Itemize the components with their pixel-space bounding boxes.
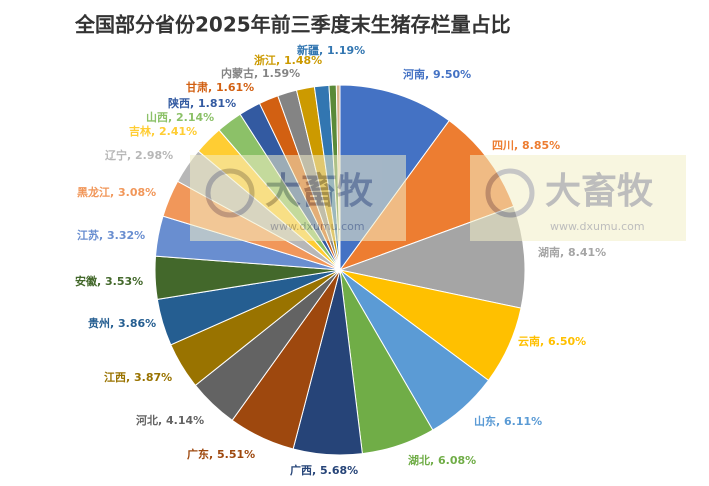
data-label: 四川, 8.85% [492, 139, 560, 152]
label-separator: , [312, 464, 320, 477]
label-category: 四川 [492, 139, 514, 152]
data-label: 湖北, 6.08% [408, 453, 476, 467]
data-label: 江西, 3.87% [104, 370, 172, 384]
label-separator: , [425, 68, 433, 81]
watermark-url: www.dxumu.com [550, 220, 645, 233]
value-label: 2.14% [176, 111, 214, 124]
value-label: 3.53% [105, 275, 143, 288]
label-separator: , [540, 335, 548, 348]
value-label: 6.08% [438, 454, 476, 467]
value-label: 5.68% [320, 464, 358, 477]
label-category: 江西 [104, 370, 126, 384]
value-label: 9.50% [433, 68, 471, 81]
label-separator: , [110, 317, 118, 330]
value-label: 3.86% [118, 317, 156, 330]
label-separator: , [126, 371, 134, 384]
label-category: 黑龙江 [77, 185, 110, 199]
data-label: 江苏, 3.32% [77, 228, 145, 242]
data-label: 河南, 9.50% [403, 67, 471, 81]
watermark-text: 大畜牧 [545, 171, 654, 212]
label-separator: , [158, 414, 166, 427]
value-label: 4.14% [166, 414, 204, 427]
label-separator: , [190, 97, 198, 110]
label-separator: , [560, 246, 568, 259]
value-label: 8.41% [568, 246, 606, 259]
data-label: 安徽, 3.53% [75, 274, 143, 288]
chart-title: 全国部分省份2025年前三季度末生猪存栏量占比 [74, 13, 511, 37]
label-category: 河南 [403, 67, 425, 81]
label-category: 甘肃 [186, 80, 208, 94]
value-label: 3.08% [118, 186, 156, 199]
watermark-logo [485, 168, 535, 218]
label-separator: , [208, 81, 216, 94]
data-label: 广西, 5.68% [290, 463, 358, 477]
value-label: 5.51% [217, 448, 255, 461]
label-category: 广东 [187, 447, 209, 461]
value-label: 1.81% [198, 97, 236, 110]
label-category: 新疆 [297, 43, 319, 57]
label-category: 浙江 [254, 53, 276, 67]
label-separator: , [430, 454, 438, 467]
watermark: 大畜牧 www.dxumu.com [190, 155, 406, 241]
watermark-text: 大畜牧 [265, 171, 374, 212]
value-label: 2.41% [159, 125, 197, 138]
label-separator: , [276, 54, 284, 67]
label-category: 云南 [518, 334, 540, 348]
value-label: 8.85% [522, 139, 560, 152]
data-label: 湖南, 8.41% [538, 245, 606, 259]
label-category: 湖南 [538, 245, 560, 259]
watermark: 大畜牧 www.dxumu.com [470, 155, 686, 241]
label-separator: , [97, 275, 105, 288]
data-label: 浙江, 1.48% [254, 53, 322, 67]
data-label: 云南, 6.50% [518, 334, 586, 348]
data-label: 吉林, 2.41% [129, 124, 197, 138]
label-separator: , [514, 139, 522, 152]
value-label: 6.50% [548, 335, 586, 348]
watermark-url: www.dxumu.com [270, 220, 365, 233]
label-category: 贵州 [88, 316, 110, 330]
data-label: 贵州, 3.86% [88, 316, 156, 330]
label-category: 湖北 [408, 453, 430, 467]
label-category: 广西 [290, 463, 312, 477]
data-label: 甘肃, 1.61% [186, 80, 254, 94]
value-label: 1.61% [216, 81, 254, 94]
label-category: 山东 [474, 414, 496, 428]
data-label: 广东, 5.51% [187, 447, 255, 461]
label-separator: , [319, 44, 327, 57]
data-label: 山东, 6.11% [474, 414, 542, 428]
label-separator: , [99, 229, 107, 242]
label-category: 安徽 [75, 274, 98, 288]
label-category: 江苏 [77, 228, 99, 242]
data-label: 黑龙江, 3.08% [77, 185, 156, 199]
value-label: 3.32% [107, 229, 145, 242]
data-label: 山西, 2.14% [146, 110, 214, 124]
value-label: 6.11% [504, 415, 542, 428]
label-category: 山西 [146, 110, 168, 124]
label-category: 河北 [136, 413, 158, 427]
data-label: 陕西, 1.81% [168, 96, 236, 110]
label-category: 吉林 [129, 124, 151, 138]
label-separator: , [168, 111, 176, 124]
value-label: 1.48% [284, 54, 322, 67]
label-category: 内蒙古 [221, 66, 254, 80]
label-separator: , [110, 186, 118, 199]
data-label: 内蒙古, 1.59% [221, 66, 300, 80]
data-label: 河北, 4.14% [136, 413, 204, 427]
label-separator: , [496, 415, 504, 428]
label-separator: , [127, 149, 135, 162]
value-label: 2.98% [135, 149, 173, 162]
value-label: 1.19% [327, 44, 365, 57]
label-category: 辽宁 [105, 148, 127, 162]
label-category: 陕西 [168, 96, 190, 110]
value-label: 3.87% [134, 371, 172, 384]
data-label: 辽宁, 2.98% [105, 148, 173, 162]
value-label: 1.59% [262, 67, 300, 80]
data-label: 新疆, 1.19% [297, 43, 365, 57]
label-separator: , [151, 125, 159, 138]
label-separator: , [209, 448, 217, 461]
watermark-logo [205, 168, 255, 218]
label-separator: , [254, 67, 262, 80]
